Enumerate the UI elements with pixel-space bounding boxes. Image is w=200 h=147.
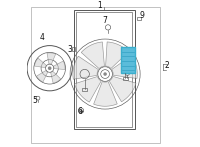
Polygon shape [51, 71, 61, 83]
Text: 2: 2 [165, 61, 169, 70]
Circle shape [48, 66, 51, 70]
Polygon shape [81, 42, 104, 69]
Text: 3: 3 [68, 45, 73, 54]
Polygon shape [53, 61, 65, 70]
Polygon shape [74, 76, 101, 102]
Text: 8: 8 [129, 61, 134, 70]
Text: 1: 1 [98, 1, 102, 10]
Polygon shape [112, 56, 137, 78]
Text: 6: 6 [78, 107, 83, 116]
Circle shape [103, 72, 107, 76]
Polygon shape [73, 56, 98, 79]
Polygon shape [109, 76, 136, 102]
Text: 7: 7 [103, 16, 108, 25]
Text: 4: 4 [39, 33, 44, 42]
Polygon shape [47, 53, 56, 64]
Text: 9: 9 [139, 11, 144, 20]
FancyBboxPatch shape [121, 47, 135, 73]
Polygon shape [36, 70, 48, 82]
Polygon shape [34, 58, 46, 68]
Polygon shape [94, 81, 117, 106]
Polygon shape [106, 42, 129, 69]
Text: 5: 5 [33, 96, 38, 105]
